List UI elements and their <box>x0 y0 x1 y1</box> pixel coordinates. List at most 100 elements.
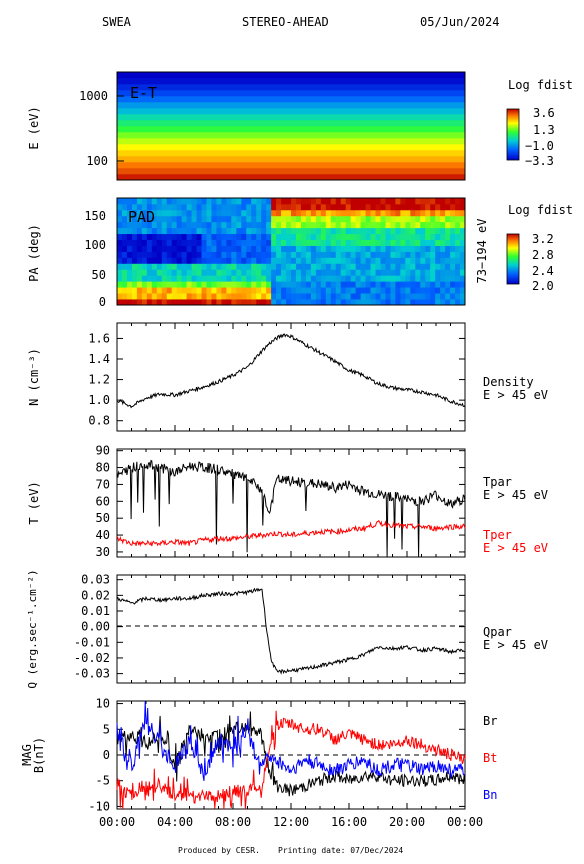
et-cb-tick-0: 3.6 <box>533 106 555 120</box>
pad-cell <box>395 209 401 217</box>
pad-cell <box>186 251 192 258</box>
pad-cell <box>385 198 391 205</box>
pad-cell <box>460 233 466 241</box>
ytick-label: 0.02 <box>81 588 110 602</box>
pad-cell <box>360 269 366 276</box>
pad-cell <box>117 287 123 294</box>
pad-cell <box>121 209 128 217</box>
pad-cell <box>171 245 178 252</box>
pad-cell <box>166 263 173 270</box>
pad-ylabel: PA (deg) <box>27 224 41 282</box>
pad-cell <box>131 209 138 217</box>
pad-cell <box>281 233 287 241</box>
pad-cell <box>121 257 128 264</box>
pad-cell <box>201 251 207 258</box>
pad-cell <box>276 203 282 211</box>
pad-cell <box>211 293 217 300</box>
pad-cell <box>117 233 123 241</box>
pad-cell <box>216 287 222 294</box>
pad-cell <box>330 299 337 306</box>
pad-cell <box>405 257 411 264</box>
pad-cell <box>320 233 327 241</box>
instrument-label: SWEA <box>102 15 132 29</box>
pad-cell <box>191 245 197 252</box>
pad-cell <box>141 245 148 252</box>
pad-cell <box>370 299 376 306</box>
pad-cell <box>325 245 332 252</box>
pad-cell <box>206 203 212 211</box>
pad-cell <box>305 257 312 264</box>
pad-cell <box>191 239 197 246</box>
pad-cell <box>360 257 366 264</box>
pad-cell <box>440 287 446 294</box>
pad-cell <box>325 203 332 211</box>
pad-cell <box>435 287 441 294</box>
pad-cell <box>355 251 361 258</box>
pad-cell <box>117 215 123 223</box>
pad-cell <box>345 215 352 223</box>
pad-cell <box>315 203 322 211</box>
pad-cell <box>256 198 262 205</box>
pad-cell <box>146 263 153 270</box>
pad-cell <box>430 221 436 229</box>
pad-cell <box>450 221 456 229</box>
pad-cell <box>146 198 153 205</box>
heatflux-panel: -0.03 -0.02 -0.010.00 0.01 0.020.03 Q (erg.s… <box>26 569 548 688</box>
pad-cell <box>445 209 451 217</box>
pad-cell <box>196 233 202 241</box>
pad-cell <box>435 281 441 288</box>
pad-cell <box>305 293 312 300</box>
pad-cell <box>131 299 138 306</box>
pad-cell <box>410 281 416 288</box>
pad-cell <box>340 203 347 211</box>
pad-cell <box>271 215 277 223</box>
pad-cell <box>430 245 436 252</box>
pad-cell <box>295 281 302 288</box>
pad-cell <box>425 257 431 264</box>
pad-cell <box>335 257 342 264</box>
pad-cell <box>455 215 461 223</box>
pad-cell <box>300 239 307 246</box>
pad-cell <box>146 203 153 211</box>
pad-cell <box>291 269 297 276</box>
pad-cell <box>375 257 381 264</box>
pad-cell <box>216 227 222 235</box>
density-series-sublabel: E > 45 eV <box>483 388 548 402</box>
pad-cell <box>141 263 148 270</box>
pad-cell <box>440 203 446 211</box>
pad-cell <box>300 287 307 294</box>
pad-cell <box>226 287 232 294</box>
pad-cell <box>420 251 426 258</box>
pad-cell <box>121 281 128 288</box>
pad-cell <box>246 251 252 258</box>
pad-cell <box>186 233 192 241</box>
pad-cell <box>141 269 148 276</box>
pad-cell <box>455 257 461 264</box>
pad-cell <box>211 287 217 294</box>
pad-cell <box>161 233 168 241</box>
pad-cell <box>345 245 352 252</box>
pad-cell <box>146 299 153 306</box>
pad-cell <box>365 299 371 306</box>
pad-cell <box>410 251 416 258</box>
pad-cell <box>310 251 317 258</box>
pad-cell <box>161 257 168 264</box>
pad-cell <box>295 299 302 306</box>
pad-cell <box>256 275 262 282</box>
pad-cell <box>375 227 381 235</box>
pad-cell <box>355 293 361 300</box>
pad-cell <box>425 215 431 223</box>
pad-cell <box>380 263 386 270</box>
pad-cell <box>241 275 247 282</box>
pad-cell <box>126 227 133 235</box>
pad-cell <box>216 245 222 252</box>
pad-cell <box>380 227 386 235</box>
pad-cell <box>136 293 143 300</box>
et-colorbar <box>506 108 520 161</box>
pad-cell <box>305 209 312 217</box>
pad-cell <box>216 299 222 306</box>
pad-cell <box>286 245 292 252</box>
pad-cell <box>430 227 436 235</box>
pad-cell <box>276 287 282 294</box>
pad-cell <box>420 299 426 306</box>
